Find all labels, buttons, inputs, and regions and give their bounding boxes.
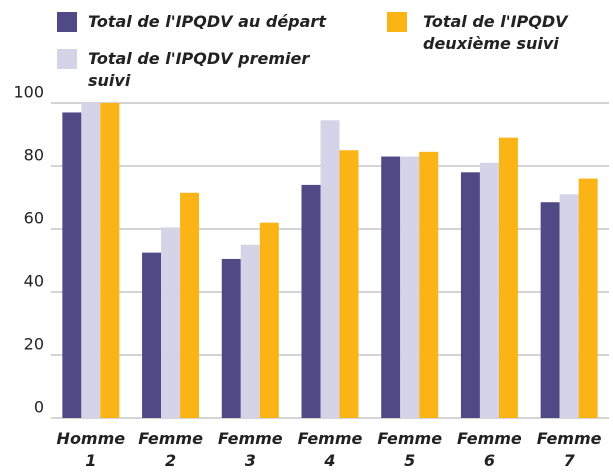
bar [339,150,359,418]
y-tick-label: 80 [24,146,44,165]
legend-label: Total de l'IPQDV premier suivi [88,49,310,90]
x-tick-label: Femme 4 [297,429,363,470]
x-tick-label: Femme 2 [138,429,203,470]
legend-label: Total de l'IPQDV deuxième suivi [423,12,568,53]
y-tick-label: 0 [34,398,44,417]
bar [142,252,162,418]
bar [301,184,321,418]
x-tick-label: Femme 7 [536,429,602,470]
y-tick-label: 100 [13,83,44,102]
legend-swatch [57,12,77,32]
bar [81,103,101,418]
bar [100,103,120,418]
bar [221,258,241,418]
legend-swatch [387,12,407,32]
y-tick-label: 60 [24,209,44,228]
bar [559,194,579,418]
x-tick-label: Homme 1 [56,429,126,470]
bar [400,156,420,419]
y-tick-label: 40 [24,272,44,291]
legend-label: Total de l'IPQDV au départ [88,12,326,31]
bar [180,192,200,418]
bar [479,162,499,418]
bar [381,156,401,419]
bar [419,151,439,418]
x-tick-label: Femme 6 [457,429,522,470]
bar [161,227,181,418]
bar [460,172,480,418]
bar [498,137,518,418]
bar [578,178,598,418]
bar [259,222,279,418]
x-tick-label: Femme 5 [377,429,443,470]
bar [240,244,260,418]
bar [540,202,560,418]
bar [320,120,340,418]
x-tick-label: Femme 3 [217,429,283,470]
legend-swatch [57,49,77,69]
y-tick-label: 20 [24,335,44,354]
bar [62,112,82,418]
